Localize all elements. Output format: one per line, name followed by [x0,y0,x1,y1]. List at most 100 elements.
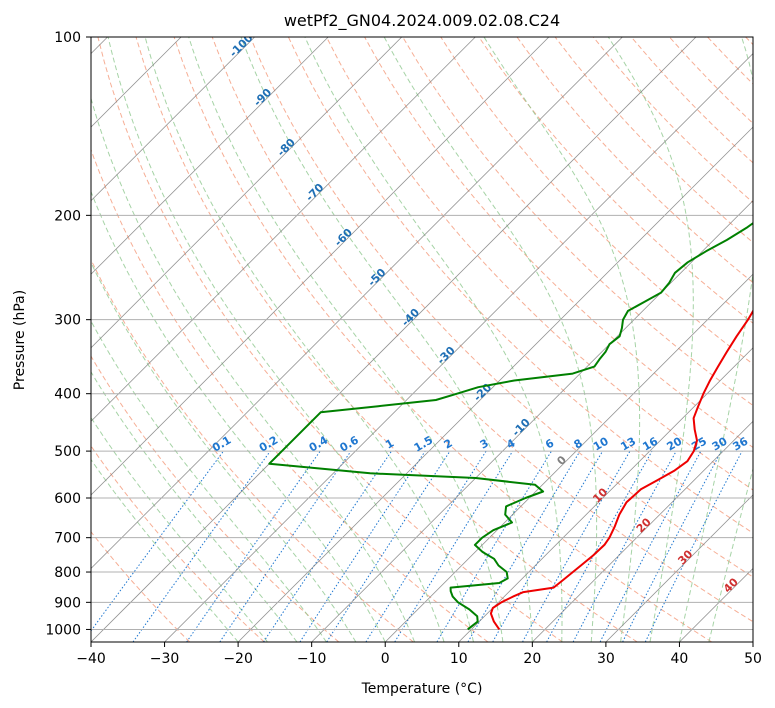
moist-adiabats [91,37,753,642]
mixing-ratio-label: 4 [504,436,517,451]
dry-adiabat-line [554,37,753,244]
isotherm-line [164,52,753,642]
isotherm-line [91,37,623,570]
isotherm-label: -10 [510,416,533,439]
y-tick-label: 300 [54,313,81,329]
isotherm-label: -80 [275,136,298,159]
isotherm-label: 20 [634,515,654,535]
mixing-ratio-line [219,450,352,642]
y-tick-label: 500 [54,444,81,460]
isotherm-line [532,420,753,642]
temperature-profile [489,309,753,630]
mixing-ratio-line [186,450,321,642]
isotherm-label: 40 [721,575,741,595]
y-tick-label: 700 [54,531,81,547]
dry-adiabat-line [173,37,713,642]
y-tick-label: 100 [54,30,81,46]
isotherm-line [752,641,753,642]
isotherm-line [458,347,753,642]
dry-adiabat-line [91,531,191,642]
moist-adiabat-line [144,37,474,642]
moist-adiabat-line [91,458,239,642]
y-tick-label: 200 [54,208,81,224]
y-tick-label: 800 [54,565,81,581]
mixing-ratio-line [622,450,722,642]
mixing-ratio-line [522,450,631,642]
x-axis: −40 −30 −20 −10 0 10 20 30 40 50 [76,642,762,667]
isotherm-line [91,37,403,349]
mixing-ratio-label: 1 [383,437,396,452]
dry-adiabat-line [364,37,753,449]
x-tick-label: 50 [744,651,762,667]
dry-adiabat-line [478,37,753,324]
dry-adiabat-line [745,37,753,46]
isotherm-line [91,37,476,422]
y-axis-label: Pressure (hPa) [12,290,28,390]
moist-adiabat-line [607,37,694,642]
isotherm-label: 10 [590,485,610,505]
isotherm-label: -30 [435,344,458,367]
dry-adiabat-line [91,355,340,642]
mixing-ratio-line [546,450,653,642]
mixing-ratio-line [91,450,224,632]
isotherm-line [311,200,753,642]
moist-adiabat-line [483,37,641,642]
x-tick-label: 0 [381,651,390,667]
moist-adiabat-line [678,37,753,642]
mixing-ratio-label: 6 [543,436,556,451]
mixing-ratio-line [644,450,743,642]
dry-adiabat-line [91,258,414,642]
x-tick-label: −40 [76,651,106,667]
isotherm-label: -60 [332,226,355,249]
y-tick-label: 600 [54,491,81,507]
isotherm-line [91,37,697,642]
x-tick-label: 30 [597,651,615,667]
x-tick-label: 20 [523,651,541,667]
isotherm-label: 30 [675,547,695,567]
dry-adiabat-line [707,37,753,85]
moist-adiabat-line [91,261,357,642]
x-tick-label: 10 [450,651,468,667]
mixing-ratio-line [572,450,677,642]
moist-adiabat-line [91,190,386,642]
mixing-ratio-line [326,450,451,642]
x-axis-label: Temperature (°C) [361,681,483,697]
isotherm-line [91,37,255,202]
mixing-ratio-line [299,450,426,642]
x-tick-label: −30 [150,651,180,667]
moist-adiabat-line [91,320,327,642]
dry-adiabat-line [249,37,753,578]
x-tick-label: 40 [671,651,689,667]
isotherm-label: -90 [251,86,274,109]
dry-adiabat-line [135,37,638,642]
dry-adiabat-line [211,37,753,623]
moist-adiabat-line [91,96,416,642]
isotherm-line [91,37,550,496]
y-tick-label: 400 [54,387,81,403]
mixing-ratio-line [394,450,514,642]
isotherm-label: -100 [227,31,256,60]
moist-adiabat-line [304,37,563,642]
pressure-gridlines [91,37,753,630]
dry-adiabats [91,37,753,642]
mixing-ratio-lines [91,450,743,642]
moist-adiabat-line [107,37,445,642]
mixing-ratio-line [599,450,702,642]
x-tick-label: −10 [297,651,327,667]
dry-adiabat-line [516,37,753,284]
moist-adiabat-line [188,37,504,642]
dry-adiabat-line [91,148,489,642]
moist-adiabat-line [91,370,298,642]
y-tick-label: 900 [54,595,81,611]
mixing-ratio-line [436,450,552,642]
x-tick-label: −20 [223,651,253,667]
moist-adiabat-line [91,416,268,642]
chart-title: wetPf2_GN04.2024.009.02.08.C24 [284,11,560,31]
mixing-ratio-label: 2 [442,437,455,452]
isotherm-line [91,37,329,275]
dry-adiabat-line [97,37,563,642]
isotherm-label: -70 [303,181,326,204]
mixing-ratio-line [132,450,271,642]
isotherm-line [679,567,753,642]
